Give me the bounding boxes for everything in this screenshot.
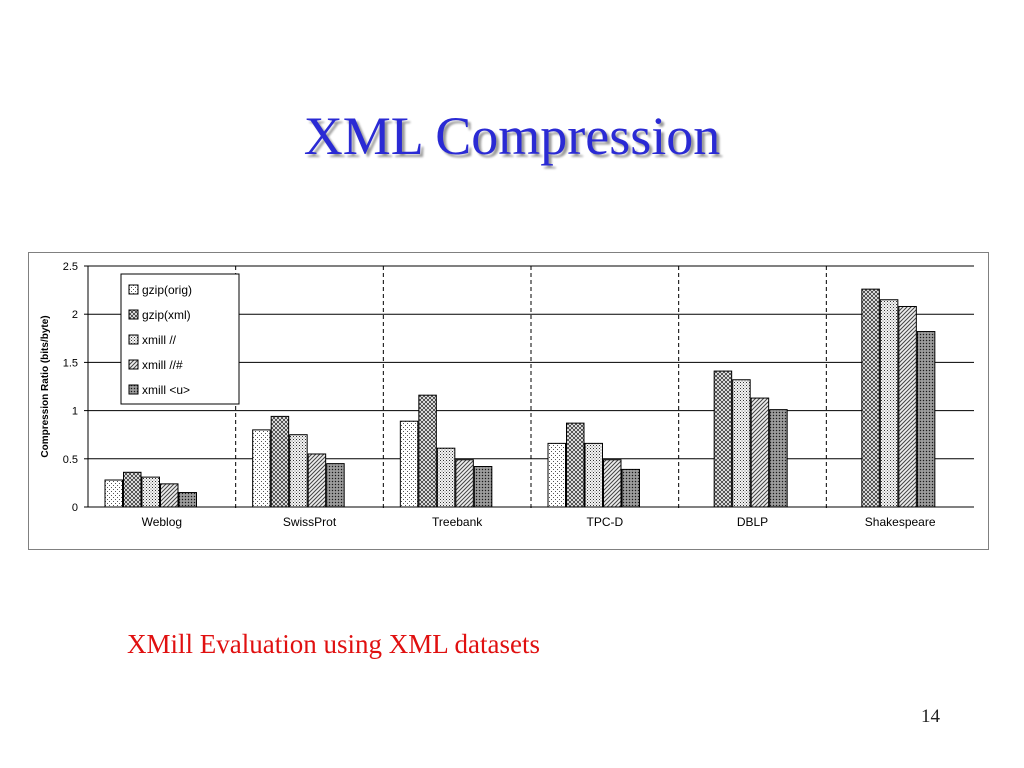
page-number: 14: [921, 706, 940, 727]
y-tick-label: 1.5: [63, 357, 78, 369]
x-category-label: Weblog: [142, 515, 182, 529]
bar-dense-dots: [141, 476, 160, 508]
bar-diagonal: [750, 397, 770, 508]
chart-caption: XMill Evaluation using XML datasets: [127, 629, 540, 659]
bar-dots: [547, 442, 566, 508]
bar-diagonal: [455, 459, 474, 508]
bar-dense-dots: [436, 447, 456, 508]
bar-diagonal: [160, 483, 179, 508]
y-tick-label: 2: [72, 309, 78, 321]
x-category-label: SwissProt: [283, 515, 337, 529]
bar-checker: [123, 471, 142, 508]
slide-title: XML Compression: [303, 106, 721, 166]
legend-swatch: [128, 334, 139, 345]
y-tick-label: 1: [72, 406, 78, 418]
legend-label: gzip(orig): [142, 283, 192, 297]
bar-dots: [399, 420, 419, 508]
x-category-label: TPC-D: [586, 515, 623, 529]
bar-dense-dots: [879, 299, 899, 508]
bar-checker: [418, 394, 437, 508]
bar-diagonal: [307, 453, 327, 508]
bar-checker: [270, 415, 290, 508]
legend-label: xmill <u>: [142, 383, 190, 397]
legend-swatch: [128, 359, 139, 370]
legend-label: xmill //#: [142, 358, 183, 372]
legend-swatch: [128, 384, 139, 395]
bar-dense-dots: [584, 442, 603, 508]
legend-swatch: [128, 284, 139, 295]
bar-checker: [566, 422, 585, 508]
y-tick-label: 2.5: [63, 261, 78, 273]
bar-dots: [104, 479, 123, 508]
x-category-label: Shakespeare: [865, 515, 936, 529]
legend-swatch: [128, 309, 139, 320]
bar-dense-dots: [732, 379, 751, 508]
bar-dark-dots: [769, 409, 788, 508]
legend-label: gzip(xml): [142, 308, 191, 322]
bar-dots: [252, 429, 271, 508]
bar-checker: [713, 370, 733, 508]
bar-checker: [861, 288, 880, 508]
y-tick-label: 0.5: [63, 454, 78, 466]
y-tick-label: 0: [72, 502, 78, 514]
bar-diagonal: [603, 459, 622, 508]
bar-dark-dots: [916, 331, 936, 508]
x-category-label: Treebank: [432, 515, 483, 529]
compression-bar-chart: 0 0.5 1 1.5 2 2.5 Weblog SwissProt Treebank TPC-D…: [40, 261, 974, 529]
bar-dense-dots: [289, 434, 308, 508]
legend-label: xmill //: [142, 333, 177, 347]
chart-frame: 0 0.5 1 1.5 2 2.5 Weblog SwissProt Treebank TPC-D…: [28, 252, 989, 550]
bar-dark-dots: [178, 492, 197, 508]
bar-diagonal: [898, 305, 917, 508]
legend-box: [120, 273, 240, 405]
bar-dark-dots: [621, 468, 640, 508]
bar-dark-dots: [473, 466, 493, 508]
x-category-label: DBLP: [737, 515, 768, 529]
bar-dark-dots: [326, 463, 345, 508]
y-axis-label: Compression Ratio (bits/byte): [40, 315, 51, 457]
